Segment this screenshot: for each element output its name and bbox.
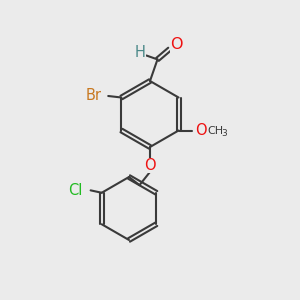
Text: Cl: Cl	[68, 183, 83, 198]
Text: 3: 3	[222, 129, 227, 138]
Text: Br: Br	[85, 88, 101, 104]
Text: H: H	[135, 45, 146, 60]
Text: O: O	[195, 123, 206, 138]
Text: O: O	[144, 158, 156, 173]
Text: O: O	[170, 38, 183, 52]
Text: CH: CH	[208, 126, 224, 136]
